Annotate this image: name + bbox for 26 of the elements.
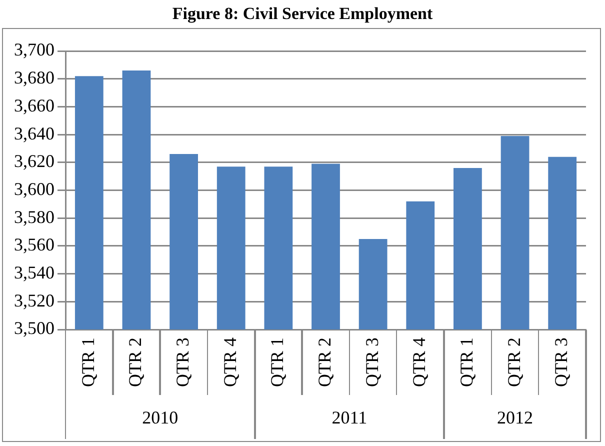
y-tick-label: 3,520 (14, 290, 54, 310)
y-tick-label: 3,500 (14, 318, 54, 338)
text: 2010 (142, 408, 178, 428)
text: 2011 (332, 408, 368, 428)
y-tick-label: 3,620 (14, 151, 54, 172)
x-tick-label: QTR 1 (267, 338, 288, 387)
x-tick-label: QTR 1 (78, 338, 98, 387)
x-tick-label: QTR 2 (504, 338, 524, 387)
x-tick-label: QTR 1 (456, 338, 476, 387)
y-tick-label: 3,540 (14, 262, 54, 283)
y-tick-label: 3,700 (14, 40, 54, 60)
x-tick-label: QTR 4 (220, 338, 240, 387)
y-tick-label: 3,680 (14, 68, 54, 88)
x-tick-label: QTR 2 (125, 338, 146, 387)
chart-title: Figure 8: Civil Service Employment (171, 4, 434, 24)
x-tick-label: QTR 3 (551, 338, 572, 387)
text: 2012 (497, 408, 534, 428)
y-tick-label: 3,560 (14, 234, 54, 255)
y-tick-label: 3,580 (14, 206, 54, 227)
x-tick-label: QTR 3 (362, 338, 382, 387)
x-tick-label: QTR 3 (172, 338, 193, 387)
x-tick-label: QTR 2 (314, 338, 334, 387)
y-tick-label: 3,640 (14, 123, 54, 144)
y-tick-label: 3,600 (14, 178, 54, 199)
y-tick-label: 3,660 (14, 95, 54, 116)
x-tick-label: QTR 4 (409, 338, 430, 387)
